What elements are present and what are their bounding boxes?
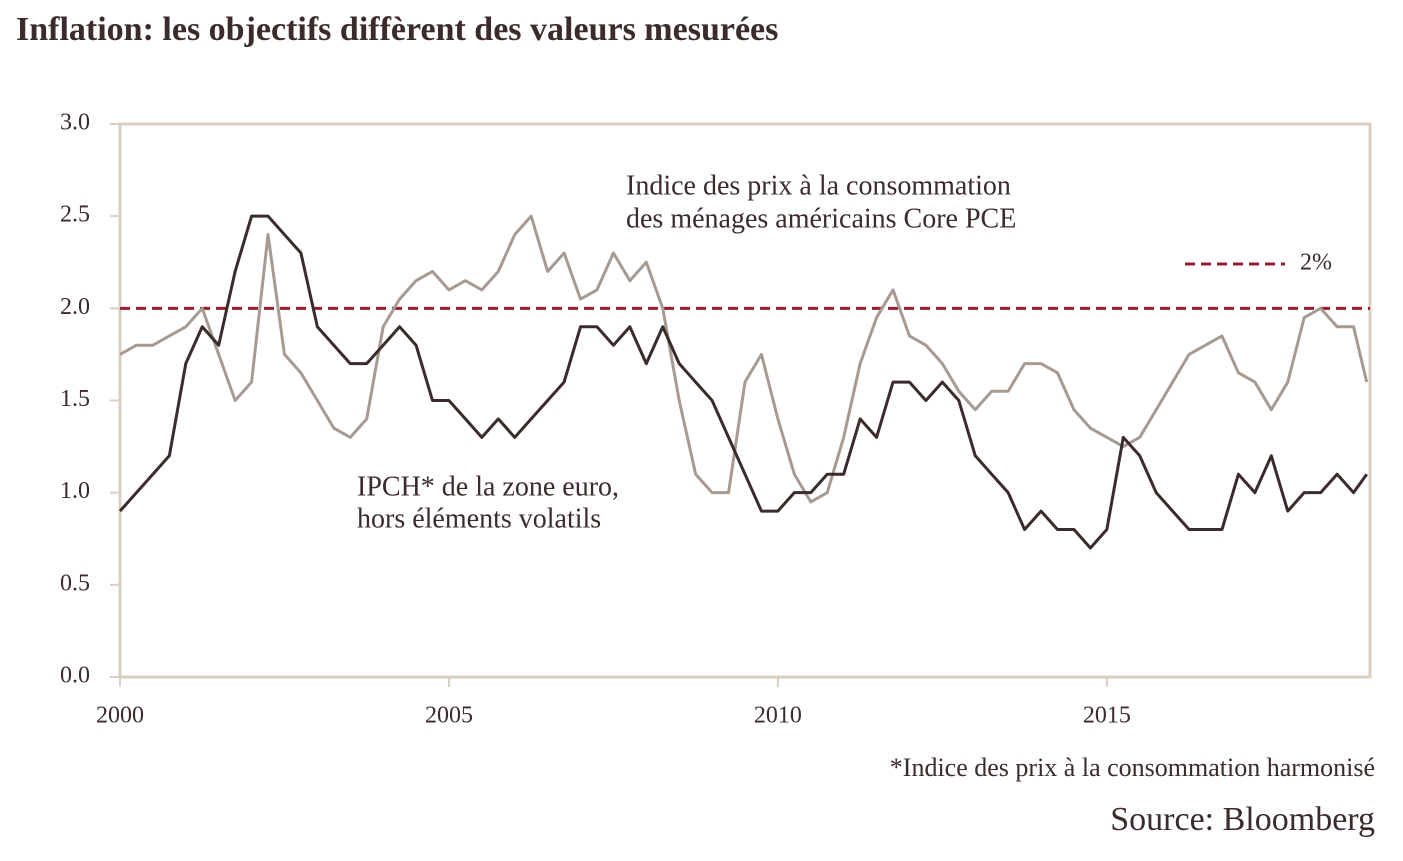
series-line	[119, 214, 1369, 504]
reference-label: 2%	[1300, 250, 1332, 276]
annotation: Indice des prix à la consommation	[626, 170, 1011, 201]
y-tick-label: 0.0	[60, 663, 90, 689]
annotation: IPCH* de la zone euro,	[357, 471, 619, 502]
source: Source: Bloomberg	[1110, 801, 1375, 838]
chart-title: Inflation: les objectifs diffèrent des v…	[16, 11, 778, 48]
y-tick-label: 2.0	[60, 294, 90, 320]
y-tick-label: 1.0	[60, 478, 90, 504]
x-tick-label: 2000	[96, 703, 144, 729]
y-tick-label: 0.5	[60, 570, 90, 596]
x-tick-label: 2005	[425, 703, 473, 729]
x-tick-label: 2010	[754, 703, 802, 729]
y-tick-label: 1.5	[60, 386, 90, 412]
annotation: hors éléments volatils	[357, 503, 601, 534]
annotation: des ménages américains Core PCE	[626, 203, 1016, 234]
y-tick-label: 3.0	[60, 110, 90, 136]
footnote: *Indice des prix à la consommation harmo…	[890, 753, 1375, 782]
y-tick-label: 2.5	[60, 202, 90, 228]
x-tick-label: 2015	[1083, 703, 1131, 729]
series-line	[118, 214, 1368, 550]
